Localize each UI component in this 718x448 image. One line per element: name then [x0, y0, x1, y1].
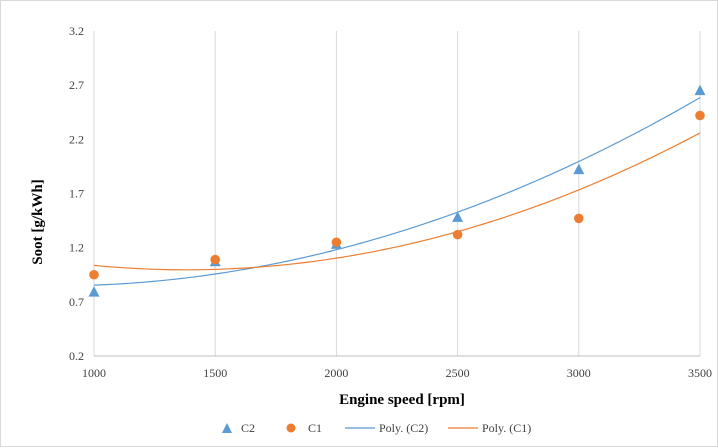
- y-tick-label: 1.2: [69, 241, 84, 255]
- gridlines: [93, 31, 701, 356]
- c2-point: [452, 211, 464, 222]
- c2-point: [88, 286, 100, 297]
- x-tick-label: 3000: [567, 366, 591, 380]
- legend-poly-c2-label: Poly. (C2): [379, 421, 428, 435]
- c1-point: [695, 110, 705, 121]
- y-tick-label: 1.7: [69, 187, 84, 201]
- trendline-c1: [93, 132, 701, 271]
- c2-point: [694, 84, 706, 96]
- c1-point: [331, 237, 342, 248]
- legend-c2-label: C2: [241, 421, 255, 435]
- legend: C2 C1 Poly. (C2) Poly. (C1): [222, 421, 531, 435]
- trendline-c2: [93, 97, 701, 286]
- y-tick-label: 0.7: [69, 295, 84, 309]
- c1-point: [89, 269, 99, 280]
- legend-c1-marker: [286, 423, 296, 433]
- y-tick-label: 2.2: [69, 132, 84, 146]
- data-points: [88, 84, 706, 297]
- trendlines: [93, 97, 701, 286]
- c1-point: [210, 254, 220, 265]
- y-tick-label: 3.2: [69, 24, 84, 38]
- x-axis-title: Engine speed [rpm]: [339, 392, 465, 408]
- legend-c1-label: C1: [308, 421, 322, 435]
- x-tick-label: 2000: [324, 366, 348, 380]
- c1-point: [574, 213, 584, 224]
- axes: 1000 1500 2000 2500 3000 3500 0.2 0.7 1.2 1.7 2.2 2…: [69, 24, 712, 380]
- x-tick-label: 3500: [688, 366, 712, 380]
- c2-point: [573, 163, 585, 175]
- x-tick-label: 1500: [203, 366, 227, 380]
- y-tick-label: 0.2: [69, 349, 84, 363]
- y-tick-label: 2.7: [69, 78, 84, 92]
- y-axis-title: Soot [g/kWh]: [30, 179, 46, 264]
- legend-poly-c1-label: Poly. (C1): [482, 421, 531, 435]
- legend-c2-marker: [222, 423, 232, 433]
- x-tick-label: 2500: [446, 366, 470, 380]
- x-tick-label: 1000: [82, 366, 106, 380]
- c1-point: [452, 229, 463, 240]
